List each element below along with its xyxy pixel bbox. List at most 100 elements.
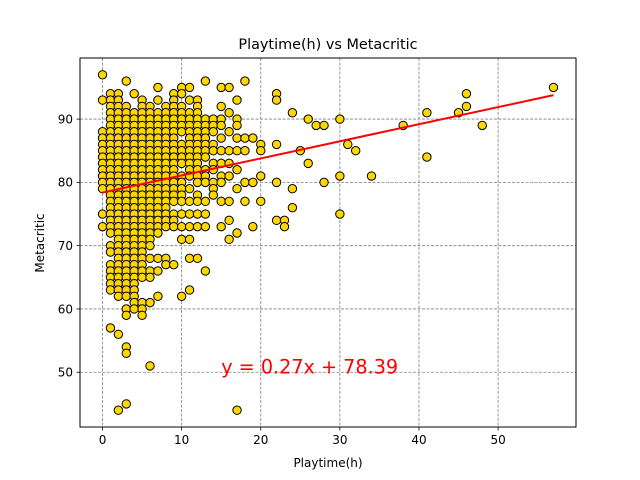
scatter-point bbox=[200, 152, 211, 162]
scatter-point bbox=[105, 285, 116, 295]
scatter-point bbox=[184, 234, 195, 245]
scatter-point bbox=[240, 133, 250, 143]
scatter-point bbox=[461, 89, 472, 99]
scatter-point bbox=[240, 146, 250, 156]
scatter-point bbox=[121, 399, 131, 409]
scatter-point bbox=[153, 82, 163, 93]
scatter-point bbox=[200, 221, 211, 232]
scatter-point bbox=[113, 405, 124, 415]
scatter-point bbox=[208, 190, 218, 200]
scatter-point bbox=[184, 184, 195, 194]
scatter-point bbox=[240, 177, 250, 188]
scatter-point bbox=[176, 196, 187, 207]
scatter-point bbox=[224, 215, 234, 226]
scatter-point bbox=[224, 196, 234, 207]
scatter-point bbox=[256, 146, 266, 156]
scatter-point bbox=[224, 146, 234, 156]
x-tick-label: 30 bbox=[332, 433, 347, 447]
scatter-point bbox=[161, 221, 171, 232]
scatter-point bbox=[200, 266, 211, 276]
scatter-point bbox=[311, 120, 321, 131]
scatter-point bbox=[153, 266, 163, 276]
scatter-point bbox=[256, 171, 266, 181]
scatter-point bbox=[216, 101, 226, 112]
scatter-point bbox=[216, 196, 226, 207]
scatter-point bbox=[200, 177, 211, 188]
scatter-point bbox=[287, 202, 298, 213]
scatter-point bbox=[232, 120, 242, 131]
chart-title: Playtime(h) vs Metacritic bbox=[238, 37, 417, 53]
scatter-point bbox=[248, 133, 258, 143]
scatter-point bbox=[184, 253, 195, 264]
scatter-point bbox=[121, 348, 131, 358]
scatter-point bbox=[232, 146, 242, 156]
scatter-point bbox=[240, 196, 250, 207]
scatter-point bbox=[184, 221, 195, 232]
scatter-point bbox=[271, 95, 282, 105]
scatter-point bbox=[224, 82, 234, 93]
scatter-point bbox=[184, 285, 195, 295]
y-tick-label: 90 bbox=[58, 112, 73, 126]
scatter-point bbox=[224, 234, 234, 245]
scatter-point bbox=[137, 310, 147, 320]
scatter-point bbox=[184, 196, 195, 207]
scatter-point bbox=[161, 259, 171, 270]
scatter-point bbox=[208, 146, 218, 156]
scatter-point bbox=[192, 196, 203, 207]
scatter-point bbox=[121, 310, 131, 320]
scatter-point bbox=[224, 171, 234, 181]
y-tick-label: 70 bbox=[58, 239, 73, 253]
scatter-point bbox=[335, 171, 345, 181]
scatter-point bbox=[343, 139, 353, 150]
scatter-point bbox=[319, 177, 329, 188]
scatter-point bbox=[145, 272, 155, 283]
x-tick-label: 0 bbox=[99, 433, 107, 447]
scatter-point bbox=[137, 272, 147, 283]
scatter-point bbox=[176, 291, 187, 301]
scatter-point bbox=[271, 215, 282, 226]
scatter-point bbox=[232, 165, 242, 175]
scatter-point bbox=[176, 127, 187, 137]
scatter-point bbox=[176, 158, 187, 169]
y-tick-label: 50 bbox=[58, 366, 73, 380]
scatter-point bbox=[422, 108, 432, 118]
x-tick-label: 10 bbox=[174, 433, 189, 447]
scatter-point bbox=[271, 139, 282, 150]
scatter-point bbox=[153, 95, 163, 105]
scatter-point bbox=[176, 234, 187, 245]
scatter-point bbox=[105, 323, 116, 333]
scatter-point bbox=[145, 297, 155, 308]
scatter-point bbox=[192, 253, 203, 264]
scatter-point bbox=[335, 209, 345, 219]
scatter-point bbox=[248, 221, 258, 232]
x-axis-ticks: 0 10 20 30 40 50 bbox=[99, 427, 506, 447]
regression-line bbox=[102, 94, 554, 194]
scatter-point bbox=[224, 127, 234, 137]
scatter-point bbox=[97, 70, 108, 80]
x-tick-label: 50 bbox=[490, 433, 505, 447]
scatter-point bbox=[422, 152, 432, 162]
scatter-point bbox=[287, 108, 298, 118]
scatter-point bbox=[350, 146, 361, 156]
scatter-point bbox=[216, 133, 226, 143]
scatter-point bbox=[192, 221, 203, 232]
scatter-point bbox=[153, 228, 163, 238]
scatter-point bbox=[216, 146, 226, 156]
scatter-point bbox=[200, 209, 211, 219]
scatter-point bbox=[216, 120, 226, 131]
regression-equation: y = 0.27x + 78.39 bbox=[221, 355, 398, 378]
scatter-point bbox=[208, 127, 218, 137]
scatter-point bbox=[176, 89, 187, 99]
scatter-point bbox=[129, 89, 139, 99]
scatter-point bbox=[184, 95, 195, 105]
regression-line-group bbox=[102, 94, 554, 194]
scatter-point bbox=[169, 196, 179, 207]
scatter-point bbox=[232, 133, 242, 143]
x-tick-label: 40 bbox=[411, 433, 426, 447]
scatter-point bbox=[113, 329, 124, 339]
scatter-point bbox=[176, 221, 187, 232]
scatter-point bbox=[548, 82, 559, 93]
x-tick-label: 20 bbox=[253, 433, 268, 447]
scatter-point bbox=[366, 171, 377, 181]
scatter-point bbox=[224, 108, 234, 118]
